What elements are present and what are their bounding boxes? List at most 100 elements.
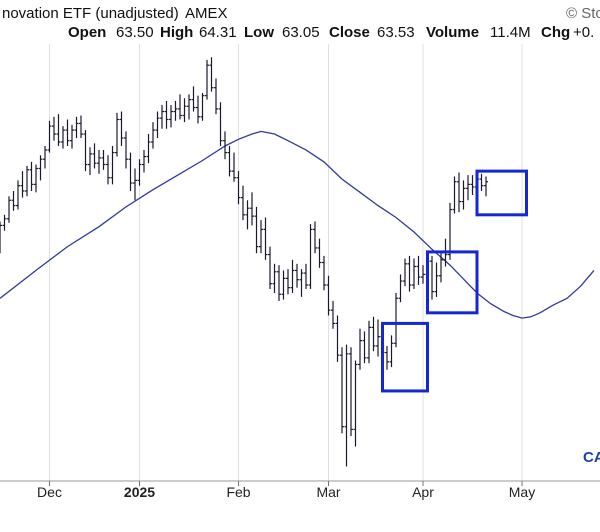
price-bar [318,239,322,268]
close-value: 63.53 [377,24,415,41]
price-bar [52,117,56,141]
price-bar [97,150,101,174]
price-bar [466,175,470,200]
price-bar [25,166,29,196]
price-bar [219,102,223,146]
price-bar [354,360,358,446]
price-bar [129,153,133,191]
plot-area [0,44,594,481]
price-bar [462,180,466,209]
price-bar [111,146,115,184]
price-bar [295,264,299,288]
price-bar [115,113,119,157]
price-bar [210,57,214,91]
price-bar [340,347,344,433]
price-bar [331,301,335,329]
price-bar [70,125,74,149]
price-bar [277,265,281,301]
price-bar [241,186,245,220]
price-bar [12,191,16,211]
price-bar [399,274,403,302]
price-bar [385,346,389,370]
price-bar [43,146,47,169]
price-bar [358,329,362,370]
price-bar [430,256,434,300]
chart-title: novation ETF (unadjusted) [2,5,179,22]
x-tick-label: 2025 [124,484,155,500]
price-bar [147,134,151,163]
price-bar [480,174,484,191]
source-label: © Sto [566,5,600,22]
price-bar [124,131,128,168]
exchange-label: AMEX [185,5,228,22]
price-bar [453,176,457,213]
consolidation-box [428,252,478,313]
price-bar [84,130,88,171]
price-bar [394,293,398,347]
price-bar [142,150,146,173]
price-bar [304,264,308,289]
high-value: 64.31 [199,24,237,41]
price-bar [372,317,376,351]
price-bar [178,94,182,119]
price-bar [0,221,2,253]
price-bar [174,101,178,121]
watermark-text: CA [583,449,600,466]
price-bar [250,192,254,225]
open-value: 63.50 [116,24,154,41]
x-tick-label: Dec [37,484,62,500]
consolidation-box [383,323,428,391]
close-label: Close [329,24,370,41]
price-bar [457,172,461,212]
price-bar [57,114,61,146]
price-bar [367,321,371,363]
x-gridlines [50,44,523,481]
moving-average-layer [0,131,594,318]
price-bar [48,121,52,153]
price-bars-layer [0,57,488,466]
open-label: Open [68,24,106,41]
x-tick-label: Feb [226,484,250,500]
price-bar [75,117,79,138]
price-bar [336,315,340,361]
price-bar [201,93,205,121]
price-bar [264,217,268,259]
price-bar [255,207,259,253]
price-bar [93,143,97,168]
price-bar [61,126,65,149]
price-bar [3,215,7,231]
price-bar [246,200,250,229]
price-bar [30,162,34,191]
price-bar [286,269,290,294]
price-bar [282,270,286,299]
price-bar [151,122,155,148]
price-bar [408,256,412,292]
price-bar [214,78,218,114]
price-bar [291,260,295,293]
price-bar [363,331,367,363]
chg-label: Chg [541,24,570,41]
price-bar [313,221,317,253]
price-bar [156,112,160,138]
price-bar [192,86,196,111]
x-tick-label: May [509,484,535,500]
price-bar [7,196,11,222]
price-bar [345,345,349,467]
price-bar [138,159,142,185]
low-value: 63.05 [282,24,320,41]
price-bar [106,155,110,184]
price-bar [169,105,173,128]
price-bar [228,146,232,176]
price-bar [160,105,164,129]
price-bar [435,263,439,297]
price-bar [196,96,200,124]
price-bar [273,264,277,293]
price-bar [376,319,380,356]
price-bar [421,265,425,284]
consolidation-box [477,171,527,215]
price-bar [16,180,20,209]
price-bar [34,165,38,193]
price-bar [88,147,92,175]
price-bar [79,116,83,139]
